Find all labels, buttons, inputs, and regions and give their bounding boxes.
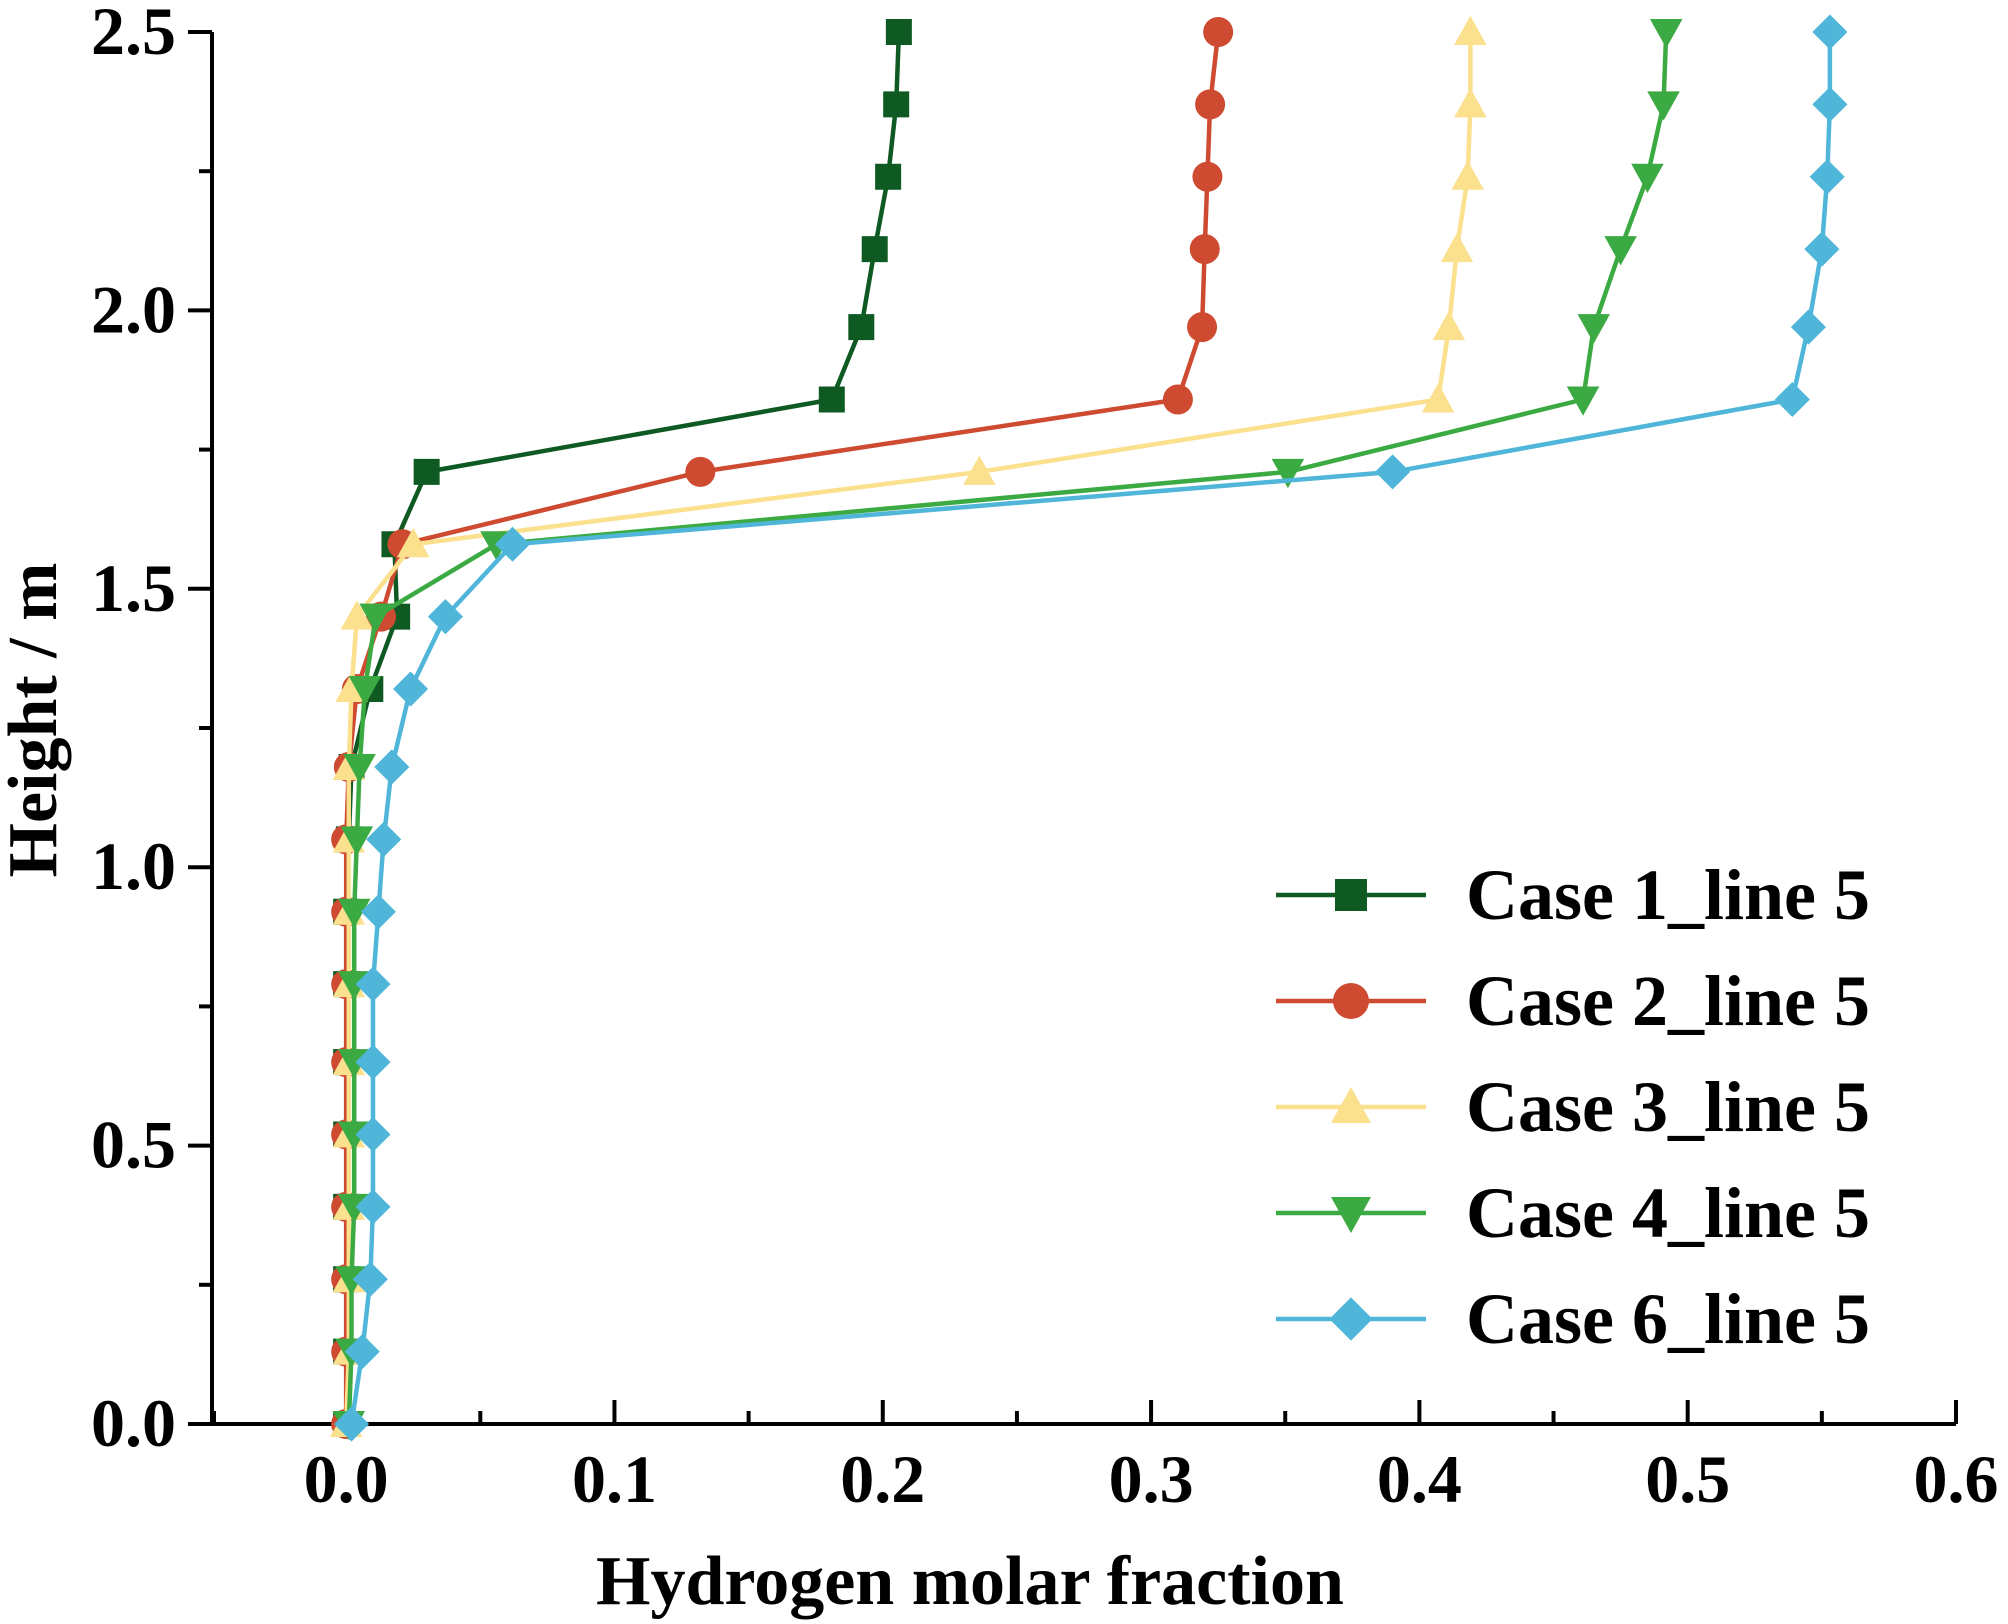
data-point: [359, 603, 392, 633]
legend-item: Case 4_line 5: [1276, 1173, 1870, 1253]
legend-label: Case 4_line 5: [1466, 1173, 1870, 1253]
series-layer: [329, 14, 1848, 1442]
data-point: [355, 966, 391, 1002]
series-4: [332, 19, 1683, 1441]
data-point: [355, 1044, 391, 1080]
data-point: [1566, 386, 1600, 416]
y-tick-label: 1.0: [91, 828, 176, 904]
x-tick-label: 0.2: [840, 1441, 925, 1517]
x-tick-label: 0.3: [1109, 1441, 1194, 1517]
data-point: [340, 826, 374, 856]
data-point: [494, 526, 531, 562]
data-point: [1421, 383, 1455, 413]
data-point: [355, 1116, 391, 1153]
x-tick-label: 0.5: [1645, 1441, 1730, 1517]
data-point: [875, 163, 902, 190]
legend-item: Case 6_line 5: [1276, 1279, 1870, 1359]
y-tick-label: 2.5: [91, 0, 176, 69]
data-point: [1189, 234, 1220, 265]
x-axis-title: Hydrogen molar fraction: [596, 1543, 1344, 1620]
y-tick-label: 0.5: [91, 1107, 176, 1183]
data-point: [1440, 232, 1474, 263]
data-point: [1774, 381, 1810, 418]
data-point: [413, 458, 440, 485]
data-point: [1790, 309, 1826, 345]
x-tick-label: 0.1: [572, 1441, 657, 1517]
data-point: [861, 236, 888, 263]
legend-marker: [1333, 983, 1369, 1019]
data-point: [427, 599, 463, 635]
series-2: [331, 17, 1234, 1439]
data-point: [1451, 160, 1484, 190]
data-point: [348, 676, 382, 706]
legend-item: Case 2_line 5: [1276, 961, 1870, 1041]
y-tick-label: 0.0: [91, 1385, 176, 1461]
data-point: [885, 19, 912, 45]
legend-item: Case 1_line 5: [1276, 855, 1870, 935]
axes: 0.0 0.1 0.2 0.3 0.4 0.5 0.6 0.0 0.5 1.0 1.5 2.0 2.5: [91, 0, 1999, 1517]
data-point: [1604, 236, 1637, 266]
data-point: [1454, 15, 1487, 45]
data-point: [1162, 384, 1193, 415]
x-tick-label: 0.6: [1914, 1441, 1999, 1517]
data-point: [1812, 14, 1848, 50]
data-point: [1804, 231, 1840, 267]
data-point: [1631, 163, 1664, 194]
data-point: [333, 1406, 370, 1442]
y-tick-label: 1.5: [91, 550, 176, 626]
data-point: [1192, 161, 1223, 192]
data-point: [883, 91, 910, 118]
legend: Case 1_line 5 Case 2_line 5 Case 3_line 5 C…: [1276, 855, 1870, 1359]
legend-label: Case 3_line 5: [1466, 1067, 1870, 1147]
data-point: [1195, 89, 1226, 120]
series-1: [333, 19, 912, 1437]
data-point: [1649, 19, 1683, 49]
y-tick-label: 2.0: [91, 271, 176, 347]
legend-marker: [1329, 1297, 1373, 1341]
data-point: [355, 1189, 391, 1225]
data-point: [848, 314, 875, 341]
x-tick-label: 0.4: [1377, 1441, 1462, 1517]
series-3: [329, 15, 1487, 1437]
legend-label: Case 6_line 5: [1466, 1279, 1870, 1359]
legend-label: Case 1_line 5: [1466, 855, 1870, 935]
data-point: [685, 456, 716, 487]
data-point: [337, 898, 371, 928]
data-point: [1271, 458, 1305, 489]
legend-marker: [1331, 1197, 1371, 1233]
data-point: [1375, 454, 1411, 490]
data-point: [1203, 17, 1234, 47]
data-point: [340, 600, 374, 630]
data-point: [392, 671, 429, 707]
data-point: [360, 894, 396, 930]
data-point: [1809, 159, 1845, 195]
data-point: [963, 455, 996, 485]
data-point: [1577, 314, 1611, 344]
data-point: [1812, 86, 1848, 122]
data-point: [1647, 91, 1680, 121]
y-axis-title: Height / m: [0, 563, 72, 878]
series-line: [343, 31, 902, 1424]
data-point: [343, 753, 376, 784]
data-point: [1432, 310, 1466, 341]
legend-marker: [1331, 1087, 1371, 1123]
legend-marker: [1335, 879, 1367, 911]
data-point: [374, 749, 410, 785]
x-tick-label: 0.0: [304, 1441, 389, 1517]
legend-label: Case 2_line 5: [1466, 961, 1870, 1041]
data-point: [1454, 88, 1487, 118]
series-5: [333, 14, 1848, 1442]
data-point: [396, 528, 430, 558]
data-point: [352, 1261, 388, 1297]
data-point: [1187, 312, 1218, 343]
series-line: [343, 31, 1221, 1424]
data-point: [818, 386, 845, 413]
data-point: [366, 821, 402, 857]
data-point: [344, 1334, 380, 1370]
legend-item: Case 3_line 5: [1276, 1067, 1870, 1147]
